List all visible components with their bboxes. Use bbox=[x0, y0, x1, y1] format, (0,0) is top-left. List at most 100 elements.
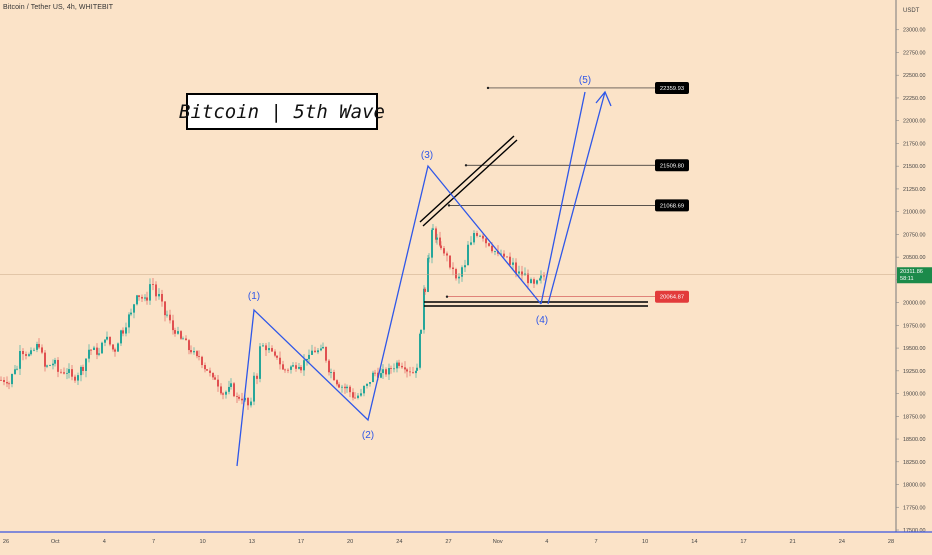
price-tick-label: 18000.00 bbox=[903, 483, 925, 489]
level-anchor-dot bbox=[447, 204, 451, 207]
candle-body bbox=[404, 367, 406, 370]
wave5-projection-b bbox=[547, 91, 606, 305]
candle-body bbox=[253, 375, 255, 402]
candle-body bbox=[80, 366, 82, 376]
candle-body bbox=[427, 258, 429, 292]
price-tick-label: 22250.00 bbox=[903, 96, 925, 102]
candle-body bbox=[66, 372, 68, 374]
candle-body bbox=[446, 253, 448, 256]
candle-body bbox=[488, 243, 490, 246]
candle-body bbox=[330, 372, 332, 373]
current-price-label: 20311.86 bbox=[900, 269, 923, 275]
candle-body bbox=[401, 365, 403, 368]
candle-body bbox=[455, 269, 457, 279]
time-tick-label: Nov bbox=[493, 539, 503, 545]
price-tick-label: 21000.00 bbox=[903, 210, 925, 216]
candle-body bbox=[161, 293, 163, 302]
candle-body bbox=[344, 386, 346, 389]
candle-body bbox=[85, 358, 87, 371]
level-label-box bbox=[655, 199, 689, 212]
candle-body bbox=[90, 349, 92, 351]
time-axis[interactable]: 26 Oct 4 7 10 13 17 20 24 27 Nov 4 7 10 14 17 21 24 28 bbox=[0, 531, 932, 545]
candle-body bbox=[33, 349, 35, 351]
candle-body bbox=[527, 273, 529, 284]
candle-body bbox=[311, 350, 313, 355]
candle-body bbox=[204, 365, 206, 370]
candle-body bbox=[36, 343, 38, 350]
time-tick-label: Oct bbox=[51, 539, 60, 545]
annotation-title-box[interactable]: Bitcoin | 5th Wave bbox=[179, 93, 385, 130]
candle-body bbox=[423, 288, 425, 330]
candle-body bbox=[74, 376, 76, 381]
candle-body bbox=[338, 384, 340, 388]
time-tick-label: 21 bbox=[790, 539, 796, 545]
wave-label: (5) bbox=[579, 75, 591, 86]
candle-body bbox=[46, 365, 48, 367]
price-tick-label: 18500.00 bbox=[903, 437, 925, 443]
candle-body bbox=[470, 242, 472, 245]
candle-body bbox=[308, 354, 310, 359]
candle-body bbox=[133, 304, 135, 313]
candle-body bbox=[98, 353, 100, 355]
wave-label: (1) bbox=[248, 291, 260, 302]
price-tick-label: 21500.00 bbox=[903, 164, 925, 170]
candle-body bbox=[236, 396, 238, 398]
candle-body bbox=[262, 345, 264, 347]
candle-body bbox=[193, 351, 195, 353]
candle-body bbox=[346, 386, 348, 389]
candle-body bbox=[220, 386, 222, 394]
candle-body bbox=[428, 257, 430, 259]
wave-path bbox=[236, 164, 542, 467]
current-price-timer: 58:11 bbox=[900, 276, 914, 282]
candle-body bbox=[515, 262, 517, 274]
elliott-wave-drawing[interactable]: (1) (2) (3) (4) (5) bbox=[236, 75, 612, 467]
candle-body bbox=[196, 351, 198, 357]
price-tick-label: 20500.00 bbox=[903, 255, 925, 261]
candle-body bbox=[322, 346, 324, 349]
time-tick-label: 17 bbox=[298, 539, 304, 545]
candle-body bbox=[212, 372, 214, 378]
candle-body bbox=[512, 262, 514, 265]
time-tick-label: 24 bbox=[839, 539, 845, 545]
candle-body bbox=[141, 296, 143, 299]
candle-body bbox=[284, 369, 286, 371]
level-label-box bbox=[655, 159, 689, 172]
price-tick-label: 22500.00 bbox=[903, 73, 925, 79]
candle-body bbox=[174, 330, 176, 334]
symbol-title: Bitcoin / Tether US, 4h, WHITEBIT bbox=[3, 4, 114, 11]
candle-body bbox=[44, 352, 46, 367]
candle-body bbox=[271, 348, 273, 352]
candle-body bbox=[190, 350, 192, 353]
candle-body bbox=[274, 351, 276, 356]
candle-body bbox=[385, 369, 387, 375]
price-tick-label: 20750.00 bbox=[903, 232, 925, 238]
candle-body bbox=[233, 383, 235, 397]
candle-body bbox=[177, 331, 179, 334]
candle-body bbox=[479, 235, 481, 237]
level-label: 21509.80 bbox=[660, 163, 684, 169]
price-axis[interactable]: USDT 17500.00 17750.00 18000.00 18250.00 1850… bbox=[895, 0, 932, 534]
channel-line-b bbox=[422, 139, 518, 227]
candle-body bbox=[117, 343, 119, 352]
price-tick-label: 18250.00 bbox=[903, 460, 925, 466]
candle-body bbox=[172, 320, 174, 331]
candle-body bbox=[228, 386, 230, 392]
time-tick-label: 7 bbox=[152, 539, 155, 545]
candle-body bbox=[41, 347, 43, 353]
candle-body bbox=[188, 340, 190, 351]
candle-body bbox=[382, 369, 384, 374]
candle-body bbox=[16, 368, 18, 370]
candle-body bbox=[60, 371, 62, 373]
candle-body bbox=[3, 380, 5, 383]
candle-body bbox=[369, 382, 371, 384]
candle-body bbox=[406, 369, 408, 372]
candle-body bbox=[503, 253, 505, 257]
candle-body bbox=[52, 363, 54, 366]
candle-body bbox=[259, 346, 261, 379]
candle-body bbox=[540, 275, 542, 279]
candle-body bbox=[509, 256, 511, 265]
candle-body bbox=[325, 346, 327, 361]
candle-body bbox=[295, 365, 297, 369]
